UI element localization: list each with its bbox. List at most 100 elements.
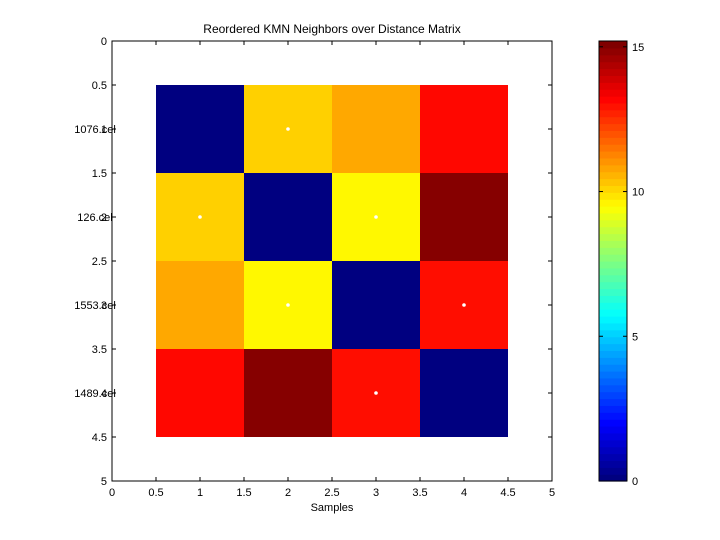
colorbar-segment (599, 295, 627, 303)
colorbar-segment (599, 219, 627, 228)
colorbar-segment (599, 47, 627, 56)
y-tick-label: 5 (101, 476, 107, 488)
colorbar-frame (598, 40, 628, 482)
colorbar-segment (599, 467, 627, 475)
neighbor-marker (462, 303, 466, 307)
colorbar-segment (599, 274, 627, 283)
colorbar-segment (599, 178, 627, 186)
colorbar-segment (599, 68, 627, 76)
colorbar-segment (599, 474, 627, 482)
x-tick-label: 3 (373, 487, 379, 499)
heatmap-cell (156, 261, 244, 349)
heatmap-cell (244, 173, 332, 261)
colorbar-segment (599, 164, 627, 173)
colorbar-segment (599, 426, 627, 434)
x-tick-label: 0.5 (148, 487, 163, 499)
colorbar-segment (599, 240, 627, 248)
colorbar-segment (599, 137, 627, 145)
y-tick-label: 3.5 (92, 344, 107, 356)
y-tick-label: 1.5 (92, 168, 107, 180)
heatmap-cell (420, 85, 508, 173)
colorbar-segment (599, 288, 627, 296)
colorbar-segment (599, 336, 627, 345)
colorbar-segment (599, 261, 627, 269)
colorbar-segment (599, 41, 627, 49)
y-tick-label: 4.5 (92, 432, 107, 444)
y-tick-label: 4 (101, 388, 107, 400)
colorbar-segment (599, 116, 627, 125)
colorbar-segment (599, 364, 627, 372)
colorbar-segment (599, 391, 627, 400)
neighbor-marker (374, 215, 378, 219)
x-tick-label: 0 (109, 487, 115, 499)
x-tick-label: 1.5 (236, 487, 251, 499)
colorbar-segment (599, 75, 627, 83)
colorbar-segment (599, 309, 627, 317)
colorbar-segment (599, 151, 627, 159)
colorbar-segment (599, 185, 627, 193)
chart-title: Reordered KMN Neighbors over Distance Ma… (203, 22, 460, 36)
colorbar-segment (599, 144, 627, 152)
colorbar-segment (599, 371, 627, 379)
colorbar-segment (599, 130, 627, 138)
neighbor-marker (286, 127, 290, 131)
colorbar-segment (599, 171, 627, 180)
row-sample-label: 1553.cel (74, 300, 116, 312)
colorbar-segment (599, 439, 627, 448)
y-tick-label: 0.5 (92, 80, 107, 92)
colorbar-segment (599, 82, 627, 90)
colorbar-segment (599, 302, 627, 310)
colorbar-segment (599, 109, 627, 118)
neighbor-marker (286, 303, 290, 307)
heatmap-cell (156, 85, 244, 173)
colorbar-segment (599, 432, 627, 441)
colorbar-segment (599, 267, 627, 276)
x-tick-label: 4 (461, 487, 467, 499)
colorbar-segment (599, 61, 627, 70)
colorbar-segment (599, 419, 627, 427)
colorbar-segment (599, 384, 627, 393)
colorbar-segment (599, 343, 627, 351)
colorbar-segment (599, 89, 627, 97)
colorbar-segment (599, 316, 627, 324)
colorbar-segment (599, 54, 627, 63)
colorbar-tick-label: 0 (632, 476, 638, 488)
colorbar-segment (599, 281, 627, 290)
colorbar-segment (599, 446, 627, 455)
colorbar-segment (599, 405, 627, 413)
colorbar-segment (599, 233, 627, 241)
colorbar-segment (599, 453, 627, 461)
heatmap-cell (156, 349, 244, 437)
x-tick-label: 5 (549, 487, 555, 499)
colorbar-segment (599, 226, 627, 235)
y-tick-label: 2.5 (92, 256, 107, 268)
heatmap-cell (244, 349, 332, 437)
colorbar-segment (599, 247, 627, 255)
x-tick-label: 4.5 (500, 487, 515, 499)
x-axis-label: Samples (311, 502, 354, 514)
heatmap-cell (420, 349, 508, 437)
colorbar-segment (599, 357, 627, 365)
colorbar-segment (599, 254, 627, 262)
y-tick-label: 2 (101, 212, 107, 224)
row-sample-label: 1076.cel (74, 124, 116, 136)
heatmap-cell (332, 261, 420, 349)
colorbar-segment (599, 199, 627, 207)
x-tick-label: 3.5 (412, 487, 427, 499)
colorbar-segment (599, 206, 627, 214)
colorbar: 0 5 10 15 (598, 40, 644, 488)
heatmap-cell (420, 173, 508, 261)
colorbar-segment (599, 102, 627, 111)
x-tick-label: 1 (197, 487, 203, 499)
colorbar-segment (599, 412, 627, 420)
row-sample-label: 1489.cel (74, 388, 116, 400)
colorbar-segment (599, 350, 627, 358)
x-tick-label: 2.5 (324, 487, 339, 499)
heatmap-cell (332, 85, 420, 173)
colorbar-tick-label: 10 (632, 187, 644, 199)
y-tick-label: 0 (101, 36, 107, 48)
colorbar-segment (599, 157, 627, 166)
y-tick-label: 1 (101, 124, 107, 136)
colorbar-segment (599, 96, 627, 104)
